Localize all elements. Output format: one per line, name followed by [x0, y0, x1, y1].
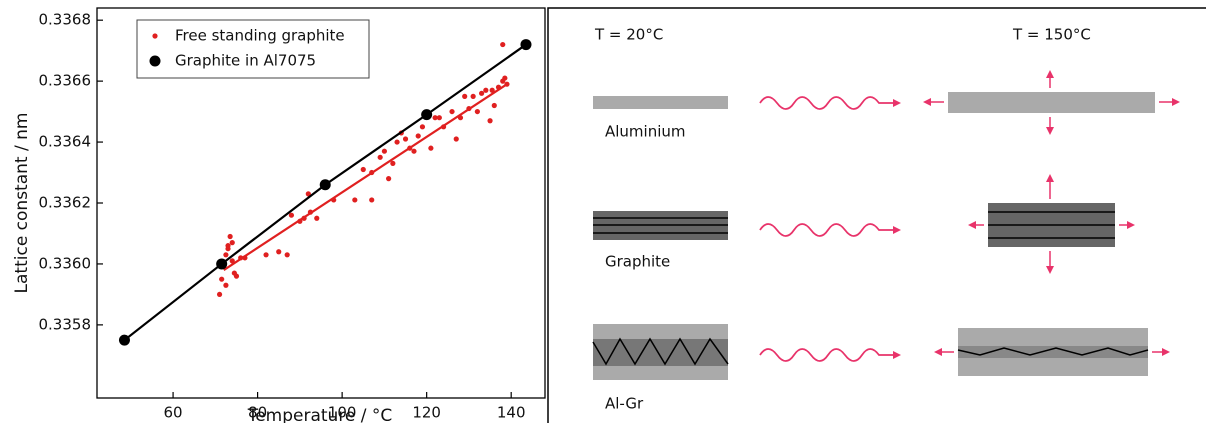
expansion-arrows	[968, 174, 1135, 274]
point	[225, 246, 231, 252]
point	[369, 197, 375, 203]
point	[233, 273, 240, 279]
point	[219, 276, 225, 282]
fit-line	[123, 43, 527, 341]
chart: Lattice constant / nm Temperature / °C 6…	[12, 7, 546, 423]
point	[305, 191, 311, 197]
point	[394, 139, 400, 145]
point	[223, 282, 229, 288]
point	[489, 87, 495, 93]
x-tick-label: 120	[412, 404, 441, 422]
point	[223, 252, 229, 258]
x-tick-label: 100	[328, 404, 357, 422]
graphite-layers	[593, 217, 728, 234]
x-tick-label: 140	[497, 404, 526, 422]
point	[500, 41, 506, 48]
point	[288, 212, 295, 218]
point	[369, 169, 375, 176]
y-axis-label: Lattice constant / nm	[12, 113, 32, 294]
point	[470, 93, 476, 99]
row-label: Aluminium	[605, 123, 686, 141]
point	[520, 39, 532, 51]
point	[440, 124, 447, 130]
point	[421, 109, 433, 121]
point	[331, 197, 337, 203]
point	[352, 197, 358, 203]
point	[487, 118, 493, 124]
point	[263, 252, 269, 258]
zigzag	[592, 337, 729, 366]
point	[229, 240, 235, 246]
point	[411, 148, 417, 154]
point	[415, 133, 421, 139]
column-header: T = 150°C	[1012, 26, 1091, 44]
row-label: Al-Gr	[605, 395, 644, 413]
point	[432, 115, 438, 121]
zigzag	[957, 347, 1149, 356]
point	[453, 136, 459, 142]
point	[479, 90, 485, 96]
legend-box	[136, 19, 370, 79]
point	[307, 209, 314, 215]
point	[216, 291, 223, 298]
point	[377, 154, 383, 160]
aluminium-hot	[948, 92, 1155, 113]
heat-arrow	[759, 96, 901, 362]
point	[457, 115, 464, 121]
point	[402, 136, 409, 142]
point	[242, 255, 248, 261]
legend-marker	[152, 33, 158, 39]
point	[428, 145, 434, 151]
trend-line	[223, 83, 508, 271]
point	[407, 145, 413, 151]
point	[276, 249, 282, 255]
graphite-layers	[988, 211, 1115, 239]
row-label: Graphite	[605, 253, 670, 271]
expansion-arrows	[923, 70, 1180, 135]
diagram-frame	[547, 7, 1206, 423]
algr-core	[593, 339, 728, 366]
point	[118, 334, 130, 346]
y-tick-label: 0.3360	[39, 254, 92, 272]
point	[466, 105, 472, 112]
y-tick-label: 0.3358	[39, 315, 92, 333]
point	[483, 87, 489, 93]
y-tick-label: 0.3368	[39, 11, 92, 29]
point	[390, 160, 396, 166]
y-tick-label: 0.3366	[39, 72, 92, 90]
point	[216, 258, 228, 270]
point	[386, 176, 392, 182]
point	[301, 215, 307, 221]
point	[227, 233, 233, 240]
y-tick-label: 0.3364	[39, 133, 92, 151]
point	[504, 81, 510, 87]
column-header: T = 20°C	[594, 26, 663, 44]
point	[360, 166, 366, 173]
diagram: T = 20°C T = 150°C Aluminium Graphite Al…	[547, 7, 1206, 423]
x-tick-label: 60	[164, 404, 183, 422]
y-tick-label: 0.3362	[39, 194, 92, 212]
legend-label: Graphite in Al7075	[175, 52, 316, 70]
point	[419, 124, 426, 130]
point	[238, 255, 244, 261]
x-tick-label: 80	[248, 404, 267, 422]
point	[495, 84, 502, 90]
legend-marker	[149, 55, 161, 67]
point	[229, 258, 235, 264]
point	[502, 75, 508, 81]
aluminium-cold	[593, 96, 728, 109]
point	[381, 148, 387, 154]
point	[491, 102, 497, 109]
point	[462, 93, 468, 99]
point	[297, 218, 303, 224]
point	[284, 252, 290, 258]
point	[319, 179, 331, 191]
legend-label: Free standing graphite	[175, 27, 345, 45]
point	[449, 108, 455, 115]
point	[474, 108, 480, 115]
point	[314, 215, 320, 221]
x-axis-label: Temperature / °C	[247, 406, 393, 423]
point	[436, 115, 442, 121]
